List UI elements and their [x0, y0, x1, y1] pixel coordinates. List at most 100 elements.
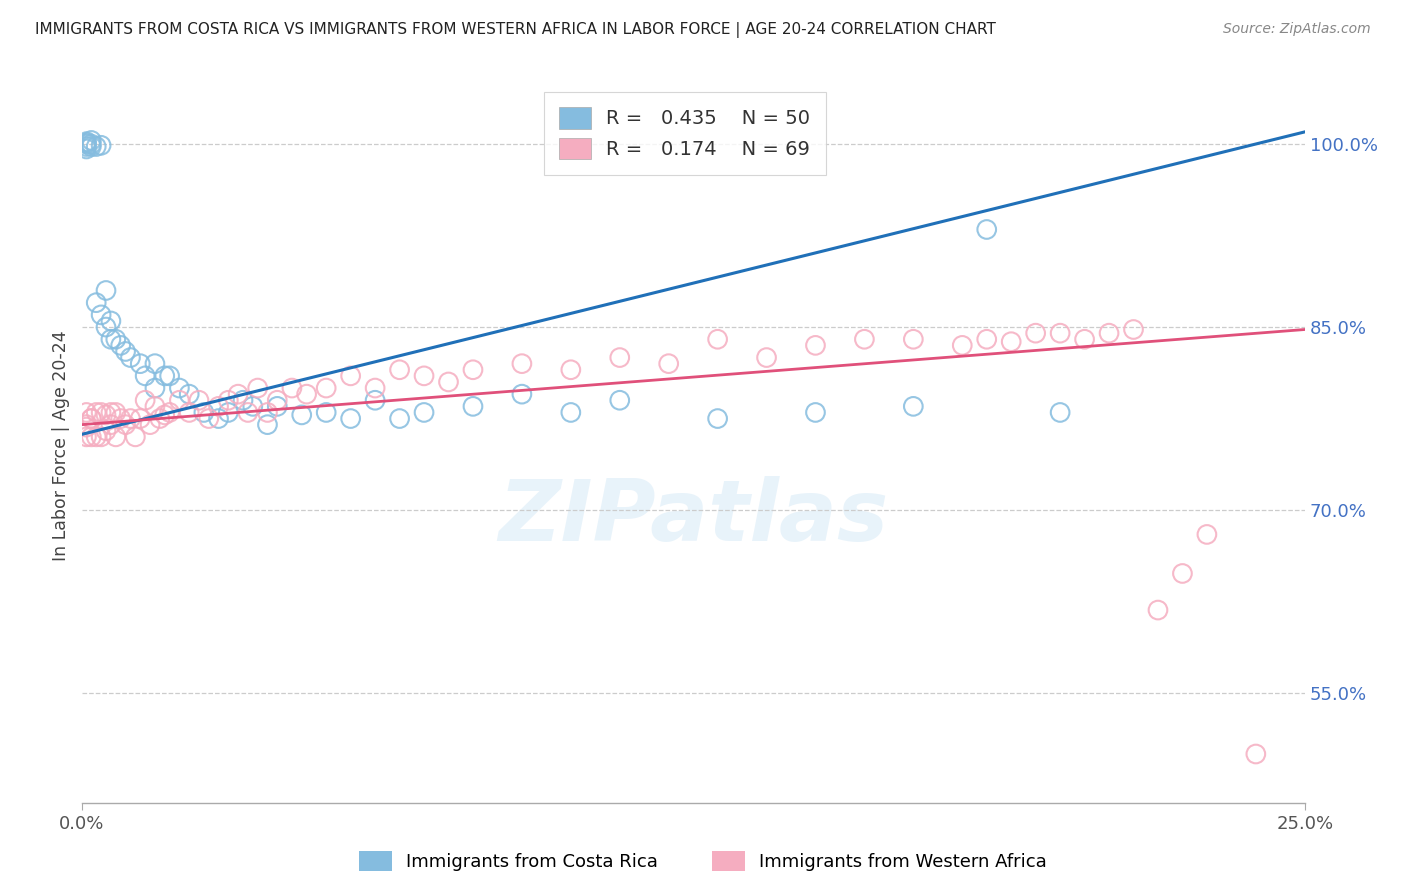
Legend: R =   0.435    N = 50, R =   0.174    N = 69: R = 0.435 N = 50, R = 0.174 N = 69 [544, 92, 825, 175]
Point [609, 351, 631, 365]
Point [853, 332, 876, 346]
Point [80, 411, 103, 425]
Point [281, 381, 304, 395]
Point [976, 332, 998, 346]
Point [153, 408, 176, 422]
Point [217, 405, 239, 419]
Point [804, 405, 827, 419]
Point [1000, 334, 1022, 349]
Point [755, 351, 778, 365]
Point [437, 375, 460, 389]
Point [75, 136, 97, 150]
Point [1073, 332, 1095, 346]
Point [903, 332, 925, 346]
Point [100, 314, 122, 328]
Point [104, 430, 127, 444]
Point [100, 332, 122, 346]
Point [560, 405, 582, 419]
Text: IMMIGRANTS FROM COSTA RICA VS IMMIGRANTS FROM WESTERN AFRICA IN LABOR FORCE | AG: IMMIGRANTS FROM COSTA RICA VS IMMIGRANTS… [35, 22, 995, 38]
Point [80, 137, 103, 152]
Point [226, 387, 249, 401]
Point [658, 357, 681, 371]
Point [461, 400, 484, 414]
Point [179, 405, 201, 419]
Point [461, 363, 484, 377]
Point [169, 381, 191, 395]
Point [510, 357, 533, 371]
Point [1049, 326, 1071, 341]
Point [84, 139, 107, 153]
Point [90, 308, 112, 322]
Point [315, 405, 337, 419]
Point [143, 381, 166, 395]
Point [266, 400, 288, 414]
Point [1098, 326, 1121, 341]
Point [94, 408, 117, 422]
Point [1049, 405, 1071, 419]
Point [1122, 322, 1144, 336]
Point [256, 405, 278, 419]
Point [75, 142, 97, 156]
Point [188, 393, 211, 408]
Point [114, 417, 136, 432]
Text: Source: ZipAtlas.com: Source: ZipAtlas.com [1223, 22, 1371, 37]
Legend: Immigrants from Costa Rica, Immigrants from Western Africa: Immigrants from Costa Rica, Immigrants f… [352, 844, 1054, 879]
Point [1147, 603, 1170, 617]
Point [75, 420, 97, 434]
Point [207, 400, 229, 414]
Point [950, 338, 973, 352]
Point [159, 368, 181, 383]
Point [197, 411, 219, 425]
Point [364, 381, 387, 395]
Point [110, 411, 132, 425]
Point [256, 417, 278, 432]
Point [129, 357, 152, 371]
Point [207, 411, 229, 425]
Point [193, 405, 215, 419]
Point [134, 393, 156, 408]
Point [149, 411, 172, 425]
Point [90, 138, 112, 153]
Point [94, 424, 117, 438]
Point [364, 393, 387, 408]
Point [143, 400, 166, 414]
Point [75, 417, 97, 432]
Point [315, 381, 337, 395]
Point [104, 332, 127, 346]
Point [100, 417, 122, 432]
Text: ZIPatlas: ZIPatlas [498, 475, 889, 559]
Point [129, 411, 152, 425]
Point [84, 295, 107, 310]
Point [143, 357, 166, 371]
Point [339, 368, 361, 383]
Point [706, 411, 728, 425]
Point [120, 351, 142, 365]
Point [413, 405, 436, 419]
Point [339, 411, 361, 425]
Point [75, 135, 97, 149]
Point [84, 430, 107, 444]
Point [134, 368, 156, 383]
Point [94, 320, 117, 334]
Point [114, 344, 136, 359]
Point [903, 400, 925, 414]
Point [510, 387, 533, 401]
Point [75, 430, 97, 444]
Point [75, 137, 97, 152]
Point [388, 363, 411, 377]
Point [169, 393, 191, 408]
Point [804, 338, 827, 352]
Point [80, 133, 103, 147]
Point [232, 393, 254, 408]
Point [706, 332, 728, 346]
Point [388, 411, 411, 425]
Point [159, 405, 181, 419]
Point [266, 393, 288, 408]
Point [124, 430, 146, 444]
Point [120, 411, 142, 425]
Point [242, 400, 264, 414]
Point [75, 405, 97, 419]
Point [609, 393, 631, 408]
Point [84, 405, 107, 419]
Point [100, 405, 122, 419]
